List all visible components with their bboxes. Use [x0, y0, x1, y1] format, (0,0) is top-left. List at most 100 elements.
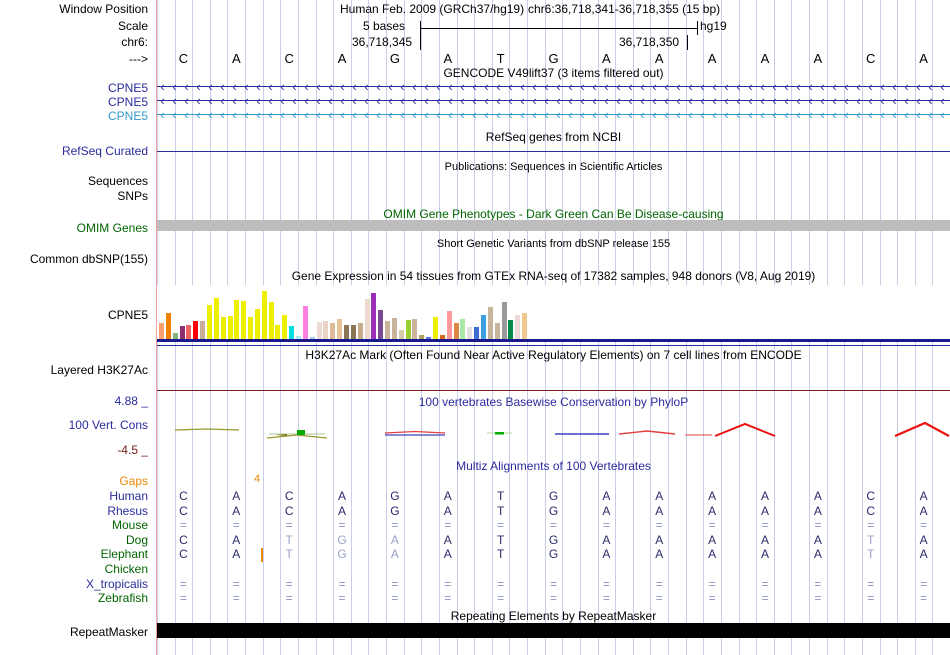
- gencode-row-3[interactable]: CPNE5 ‹ ‹ ‹ ‹ ‹ ‹ ‹ ‹ ‹ ‹ ‹ ‹ ‹ ‹ ‹ ‹ ‹ ‹ ‹ ‹ ‹ ‹ ‹ ‹ ‹ ‹ ‹ ‹ ‹ ‹ ‹ ‹ ‹ ‹…: [0, 109, 950, 123]
- gtex-bar[interactable]: [522, 313, 528, 339]
- species-label-chicken[interactable]: Chicken: [104, 562, 148, 576]
- strand-arrow-icon: ‹: [328, 95, 333, 106]
- gtex-bar[interactable]: [261, 291, 267, 339]
- gtex-bar[interactable]: [460, 319, 466, 339]
- gtex-bar[interactable]: [501, 302, 507, 339]
- alignment-base: =: [708, 591, 716, 606]
- gtex-bar[interactable]: [200, 321, 206, 339]
- species-label-zebrafish[interactable]: Zebrafish: [97, 591, 148, 606]
- gtex-bar[interactable]: [391, 317, 397, 339]
- gtex-bar[interactable]: [330, 323, 336, 339]
- gencode-row-1[interactable]: CPNE5 ‹ ‹ ‹ ‹ ‹ ‹ ‹ ‹ ‹ ‹ ‹ ‹ ‹ ‹ ‹ ‹ ‹ ‹ ‹ ‹ ‹ ‹ ‹ ‹ ‹ ‹ ‹ ‹ ‹ ‹ ‹ ‹ ‹ ‹…: [0, 81, 950, 95]
- dbsnp-label[interactable]: Common dbSNP(155): [29, 252, 148, 266]
- gtex-bar[interactable]: [241, 301, 247, 339]
- gtex-bar[interactable]: [268, 302, 274, 339]
- gtex-bar[interactable]: [275, 324, 281, 339]
- gtex-bar[interactable]: [350, 324, 356, 339]
- gtex-bar[interactable]: [234, 300, 240, 339]
- gtex-bar[interactable]: [474, 326, 480, 339]
- gtex-bar[interactable]: [364, 299, 370, 339]
- gtex-bar[interactable]: [494, 323, 500, 339]
- gtex-bar[interactable]: [487, 306, 493, 339]
- strand-arrow-icon: ‹: [904, 95, 909, 106]
- gtex-bar[interactable]: [159, 323, 164, 339]
- gtex-bar[interactable]: [227, 315, 233, 339]
- gtex-bar[interactable]: [165, 313, 171, 339]
- conservation-label[interactable]: 100 Vert. Cons: [68, 418, 148, 432]
- species-label-rhesus[interactable]: Rhesus: [107, 503, 148, 518]
- gtex-bar[interactable]: [248, 316, 254, 339]
- gtex-bar[interactable]: [254, 309, 260, 339]
- gtex-bar[interactable]: [296, 335, 301, 339]
- gencode-label-2[interactable]: CPNE5: [107, 95, 148, 109]
- gtex-bar[interactable]: [426, 336, 432, 339]
- h3k27ac-label[interactable]: Layered H3K27Ac: [50, 363, 148, 377]
- species-label-mouse[interactable]: Mouse: [111, 518, 148, 533]
- gtex-bar[interactable]: [309, 336, 315, 339]
- gtex-bar[interactable]: [398, 330, 404, 339]
- gtex-bar[interactable]: [343, 324, 349, 339]
- publications-label-snps[interactable]: SNPs: [117, 189, 148, 203]
- gene-arrow-track-1[interactable]: ‹ ‹ ‹ ‹ ‹ ‹ ‹ ‹ ‹ ‹ ‹ ‹ ‹ ‹ ‹ ‹ ‹ ‹ ‹ ‹ ‹ ‹ ‹ ‹ ‹ ‹ ‹ ‹ ‹ ‹ ‹ ‹ ‹ ‹ ‹ ‹ ‹ ‹ ‹ ‹…: [157, 81, 950, 92]
- gtex-bar[interactable]: [419, 334, 425, 339]
- alignment-base: A: [655, 547, 664, 562]
- gtex-label[interactable]: CPNE5: [107, 308, 148, 322]
- gtex-bar[interactable]: [206, 304, 212, 339]
- gtex-bar[interactable]: [337, 319, 343, 339]
- gaps-label[interactable]: Gaps: [119, 474, 148, 488]
- gene-arrow-track-2[interactable]: ‹ ‹ ‹ ‹ ‹ ‹ ‹ ‹ ‹ ‹ ‹ ‹ ‹ ‹ ‹ ‹ ‹ ‹ ‹ ‹ ‹ ‹ ‹ ‹ ‹ ‹ ‹ ‹ ‹ ‹ ‹ ‹ ‹ ‹ ‹ ‹ ‹ ‹ ‹ ‹…: [157, 95, 950, 106]
- publications-label-sequences[interactable]: Sequences: [87, 174, 148, 188]
- alignment-base: A: [919, 532, 928, 547]
- gtex-bar[interactable]: [446, 311, 452, 339]
- refseq-line[interactable]: [157, 151, 950, 152]
- gtex-bar[interactable]: [323, 321, 329, 339]
- strand-arrow-icon: ‹: [172, 95, 177, 106]
- gtex-bar[interactable]: [179, 325, 185, 339]
- gtex-bar[interactable]: [467, 326, 473, 339]
- repeatmasker-bar[interactable]: [157, 623, 950, 638]
- repeatmasker-label[interactable]: RepeatMasker: [69, 625, 148, 639]
- gtex-bar[interactable]: [371, 293, 377, 339]
- omim-label[interactable]: OMIM Genes: [76, 221, 148, 235]
- gtex-bar[interactable]: [172, 333, 178, 339]
- alignment-base: C: [284, 503, 294, 518]
- gtex-bar[interactable]: [439, 334, 445, 339]
- gtex-bar[interactable]: [405, 320, 411, 339]
- refseq-label[interactable]: RefSeq Curated: [61, 144, 148, 158]
- alignment-base: =: [444, 518, 452, 533]
- gtex-bar[interactable]: [282, 314, 288, 339]
- gtex-bar[interactable]: [357, 323, 363, 339]
- gencode-label-3[interactable]: CPNE5: [107, 109, 148, 123]
- strand-arrow-icon: ‹: [760, 95, 765, 106]
- strand-arrow-icon: ‹: [700, 109, 705, 120]
- gtex-bar[interactable]: [508, 320, 514, 339]
- gene-arrow-track-3[interactable]: ‹ ‹ ‹ ‹ ‹ ‹ ‹ ‹ ‹ ‹ ‹ ‹ ‹ ‹ ‹ ‹ ‹ ‹ ‹ ‹ ‹ ‹ ‹ ‹ ‹ ‹ ‹ ‹ ‹ ‹ ‹ ‹ ‹ ‹ ‹ ‹ ‹ ‹ ‹ ‹…: [157, 109, 950, 120]
- gtex-bar[interactable]: [515, 314, 521, 339]
- gtex-bar[interactable]: [433, 316, 438, 339]
- species-label-human[interactable]: Human: [109, 489, 148, 503]
- gtex-bar[interactable]: [480, 314, 486, 339]
- gtex-bar[interactable]: [385, 321, 391, 339]
- species-label-dog[interactable]: Dog: [125, 532, 148, 547]
- species-label-elephant[interactable]: Elephant: [100, 547, 148, 562]
- species-label-x_tropicalis[interactable]: X_tropicalis: [85, 576, 148, 591]
- gtex-bar[interactable]: [289, 325, 295, 339]
- gtex-bar[interactable]: [213, 297, 219, 339]
- gtex-bar[interactable]: [378, 310, 384, 339]
- refseq-row[interactable]: RefSeq Curated: [0, 144, 950, 158]
- gencode-row-2[interactable]: CPNE5 ‹ ‹ ‹ ‹ ‹ ‹ ‹ ‹ ‹ ‹ ‹ ‹ ‹ ‹ ‹ ‹ ‹ ‹ ‹ ‹ ‹ ‹ ‹ ‹ ‹ ‹ ‹ ‹ ‹ ‹ ‹ ‹ ‹ ‹…: [0, 95, 950, 109]
- gencode-label-1[interactable]: CPNE5: [107, 81, 148, 95]
- omim-gene-bar[interactable]: [157, 220, 950, 231]
- gtex-bar[interactable]: [453, 323, 459, 339]
- gtex-bar[interactable]: [412, 319, 418, 339]
- strand-arrow-icon: ‹: [532, 109, 537, 120]
- gtex-bar[interactable]: [302, 305, 308, 339]
- gtex-bar[interactable]: [220, 316, 226, 339]
- alignment-base: =: [391, 591, 399, 606]
- gtex-bar[interactable]: [316, 322, 322, 339]
- gtex-expression-chart[interactable]: [157, 285, 950, 342]
- gtex-bar[interactable]: [193, 321, 199, 339]
- conservation-wiggle[interactable]: [157, 408, 950, 456]
- gtex-bar[interactable]: [186, 324, 192, 339]
